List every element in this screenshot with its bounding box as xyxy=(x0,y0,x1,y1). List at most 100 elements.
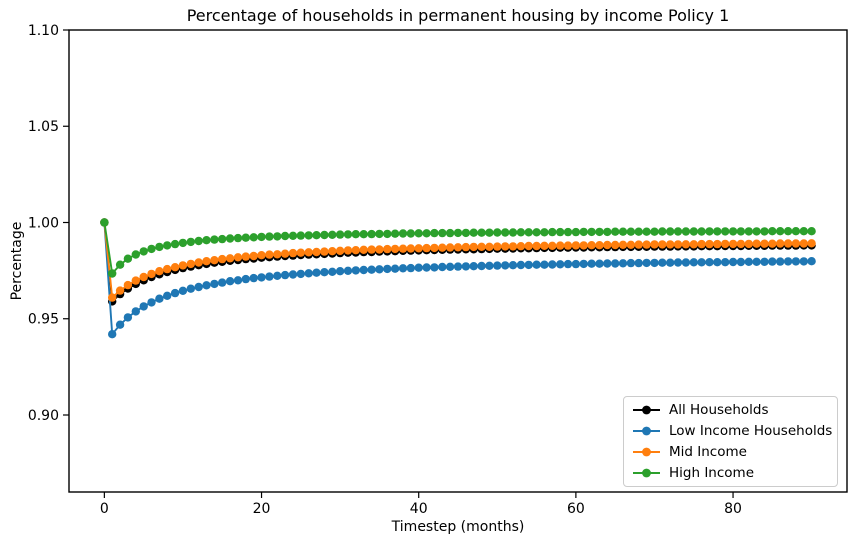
data-point xyxy=(587,241,596,250)
data-point xyxy=(563,259,573,269)
data-point xyxy=(139,247,148,256)
chart-title: Percentage of households in permanent ho… xyxy=(186,6,730,25)
data-point xyxy=(304,248,313,257)
data-point xyxy=(697,239,706,249)
data-point xyxy=(681,240,691,249)
data-point xyxy=(320,268,329,277)
data-point xyxy=(666,227,675,236)
data-point xyxy=(257,232,266,242)
data-point xyxy=(383,244,392,254)
data-point xyxy=(170,288,180,298)
data-point xyxy=(406,229,415,238)
legend-item-mid-income: Mid Income xyxy=(633,442,828,462)
data-point xyxy=(611,227,620,236)
data-point xyxy=(485,228,494,237)
data-point xyxy=(768,227,777,236)
data-point xyxy=(721,258,730,267)
data-point xyxy=(713,258,722,267)
y-tick-label: 0.95 xyxy=(28,312,59,328)
data-point xyxy=(296,269,305,279)
data-point xyxy=(367,229,376,239)
data-point xyxy=(115,286,125,295)
data-point xyxy=(587,227,596,237)
data-point xyxy=(626,227,636,236)
legend: All Households Low Income Households Mid… xyxy=(623,396,838,487)
data-point xyxy=(799,257,808,266)
data-point xyxy=(634,258,643,268)
data-point xyxy=(571,227,581,237)
data-point xyxy=(123,313,133,322)
data-point xyxy=(288,231,298,240)
data-point xyxy=(548,241,557,250)
data-point xyxy=(406,263,415,273)
legend-marker-mid-income xyxy=(633,447,660,457)
legend-label-low-income: Low Income Households xyxy=(669,423,833,440)
data-point xyxy=(257,273,266,282)
y-tick-label: 1.05 xyxy=(28,119,59,135)
data-point xyxy=(414,244,423,253)
data-point xyxy=(556,227,565,237)
data-point xyxy=(280,231,290,241)
data-point xyxy=(768,257,777,266)
data-point xyxy=(108,269,117,278)
data-point xyxy=(556,241,565,250)
data-point xyxy=(257,251,266,260)
data-point xyxy=(375,265,384,274)
data-point xyxy=(744,239,753,249)
data-point xyxy=(430,243,439,253)
data-point xyxy=(658,227,667,236)
data-point xyxy=(666,240,675,249)
data-point xyxy=(233,233,243,243)
data-point xyxy=(634,227,643,236)
data-point xyxy=(579,259,588,269)
data-point xyxy=(752,227,761,236)
data-point xyxy=(155,294,164,303)
data-point xyxy=(273,232,282,241)
legend-item-high-income: High Income xyxy=(633,463,828,483)
data-point xyxy=(343,266,353,275)
data-point xyxy=(681,227,691,236)
data-point xyxy=(147,269,156,279)
data-point xyxy=(170,263,180,272)
data-point xyxy=(579,227,588,237)
data-point xyxy=(367,245,376,254)
data-point xyxy=(320,247,329,256)
y-tick-label: 0.90 xyxy=(28,408,59,424)
data-point xyxy=(587,259,596,268)
data-point xyxy=(673,227,683,236)
y-tick-label: 1.00 xyxy=(28,215,59,231)
data-point xyxy=(210,235,219,244)
data-point xyxy=(123,254,133,263)
data-point xyxy=(461,228,471,238)
data-point xyxy=(375,245,384,254)
data-point xyxy=(540,228,549,237)
data-point xyxy=(445,243,455,252)
data-point xyxy=(728,257,738,267)
data-point xyxy=(658,240,667,249)
data-point xyxy=(705,258,714,267)
data-point xyxy=(516,260,526,270)
data-point xyxy=(304,269,313,278)
data-point xyxy=(131,276,140,285)
legend-item-all-households: All Households xyxy=(633,400,828,420)
data-point xyxy=(241,252,250,261)
data-point xyxy=(556,260,565,269)
data-point xyxy=(328,230,337,239)
data-point xyxy=(422,229,431,238)
data-point xyxy=(241,233,250,242)
data-point xyxy=(744,257,753,266)
legend-label-high-income: High Income xyxy=(669,464,754,481)
data-point xyxy=(626,240,636,249)
data-point xyxy=(618,240,628,249)
data-point xyxy=(280,249,290,258)
data-point xyxy=(776,227,785,236)
data-point xyxy=(603,259,612,268)
data-point xyxy=(100,218,109,227)
data-point xyxy=(438,262,447,272)
data-point xyxy=(650,240,659,249)
data-point xyxy=(477,242,486,251)
data-point xyxy=(760,257,769,266)
data-point xyxy=(752,239,761,248)
data-point xyxy=(398,229,408,238)
